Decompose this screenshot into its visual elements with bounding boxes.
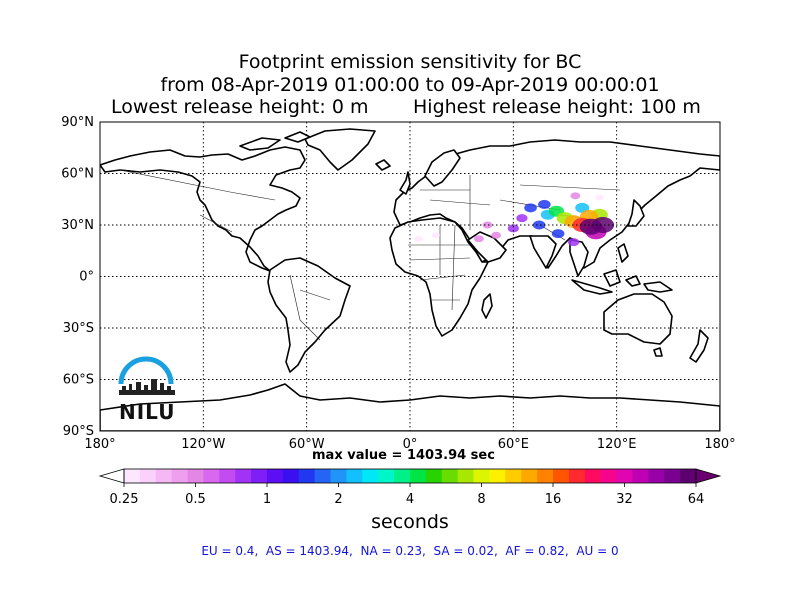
x-tick-label: 60°E [498,437,529,452]
chart-title-line-1: Footprint emission sensitivity for BC [238,51,582,73]
colorbar-cell [219,469,236,483]
colorbar-cell [505,469,522,483]
highest-release-height: Highest release height: 100 m [413,96,701,118]
plume-cell [551,229,565,239]
colorbar-cell [139,469,157,483]
y-tick-label: 0° [79,270,94,285]
x-tick-label: 120°E [597,437,637,452]
colorbar-cell [346,469,363,483]
colorbar-cell [394,469,411,483]
colorbar-cell [600,469,618,483]
colorbar-cell [314,469,332,483]
colorbar-cell [171,469,189,483]
plume-cell [473,235,484,243]
colorbar-cell [330,469,347,483]
colorbar-cell [521,469,538,483]
x-tick-label: 120°W [181,437,225,452]
colorbar-tick-label: 8 [477,492,485,507]
colorbar-cell [664,469,681,483]
colorbar-cell [187,469,204,483]
colorbar-cell [553,469,570,483]
colorbar-tick-label: 64 [688,492,705,507]
colorbar-cell [568,469,586,483]
y-tick-label: 30°N [61,218,94,233]
chart-title-line-2: from 08-Apr-2019 01:00:00 to 09-Apr-2019… [160,74,660,96]
colorbar-cell [648,469,665,483]
colorbar-cell [632,469,649,483]
colorbar-cell [537,469,554,483]
plume-cell [532,220,546,230]
max-value-label: max value = 1403.94 sec [312,448,495,463]
x-tick-label: 180° [704,437,735,452]
plume-cell [591,217,615,233]
colorbar-cell [298,469,316,483]
colorbar-label: seconds [371,511,449,533]
x-tick-label: 180° [84,437,115,452]
colorbar-cell [616,469,633,483]
colorbar-tick-label: 0.5 [185,492,206,507]
nilu-logo [116,356,178,422]
plume-cell [414,235,423,242]
colorbar-tick-label: 1 [263,492,271,507]
plume-cell [482,221,493,229]
colorbar-cell [425,469,443,483]
plume-cell [538,199,551,209]
graticule [100,122,720,431]
y-tick-label: 60°N [61,167,94,182]
colorbar-cell [203,469,220,483]
colorbar-cell [473,469,490,483]
lowest-release-height: Lowest release height: 0 m [111,96,369,118]
x-tick-label: 60°W [289,437,325,452]
nilu-logo-graphic [118,356,175,395]
colorbar-cell [680,469,697,483]
colorbar-tick-label: 32 [616,492,633,507]
y-tick-label: 90°S [63,424,94,439]
emission-sensitivity-plume [414,192,615,247]
nilu-logo-text: NILU [119,400,176,424]
colorbar-cell [378,469,395,483]
colorbar-cell [441,469,459,483]
map-frame [99,121,721,432]
x-tick-label: 0° [403,437,418,452]
y-tick-labels: 90°N 60°N 30°N 0° 30°S 60°S 90°S [61,115,94,439]
y-tick-label: 60°S [63,373,94,388]
colorbar-cell [155,469,173,483]
plume-cell [507,224,519,233]
country-borders [119,169,621,341]
y-tick-label: 90°N [61,115,94,130]
x-tick-labels: 180° 120°W 60°W 0° 60°E 120°E 180° [84,437,735,452]
plume-cell [570,192,581,200]
colorbar-cell [362,469,379,483]
plume-cell [524,203,537,213]
region-summary: EU = 0.4, AS = 1403.94, NA = 0.23, SA = … [201,544,619,558]
colorbar-tick-label: 4 [406,492,414,507]
plume-cell [491,231,502,239]
colorbar-cell [489,469,506,483]
colorbar-cell [251,469,268,483]
plume-cell [575,202,590,213]
colorbar-under-arrow [98,468,125,484]
plume-cell [595,194,604,201]
colorbar-cell [124,469,141,483]
plume-cell [568,238,580,247]
colorbar-cells [124,469,697,483]
colorbar-tick-label: 0.25 [110,492,139,507]
colorbar-cell [410,469,427,483]
colorbar-tick-labels: 0.25 0.5 1 2 4 8 16 32 64 [110,483,705,507]
y-tick-label: 30°S [63,321,94,336]
colorbar-tick-label: 2 [334,492,342,507]
colorbar-cell [235,469,252,483]
colorbar-cell [457,469,475,483]
colorbar-cell [584,469,602,483]
colorbar-cell [282,469,300,483]
colorbar-cell [267,469,284,483]
colorbar-tick-label: 16 [545,492,562,507]
colorbar-over-arrow [695,468,722,484]
plume-cell [431,232,441,239]
plume-cell [516,214,528,223]
